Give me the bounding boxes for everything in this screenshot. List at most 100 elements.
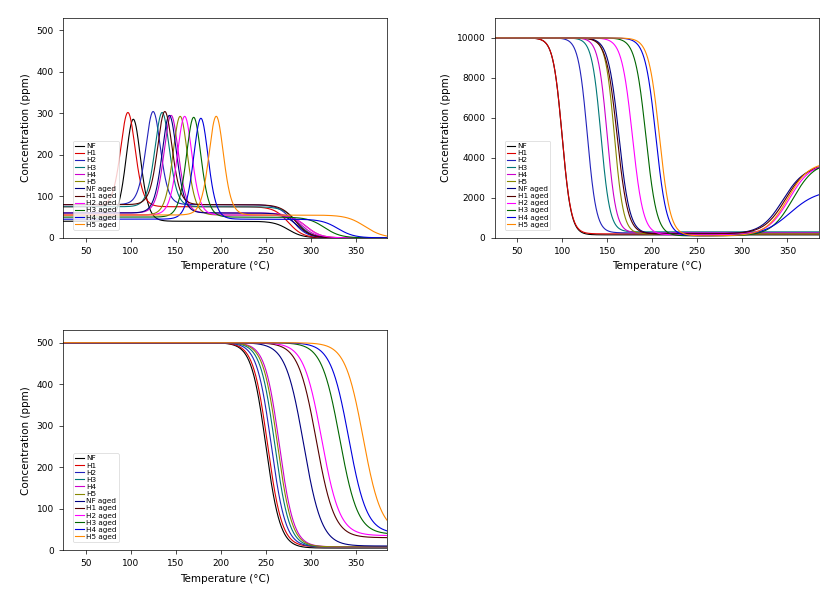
H5 aged [304, 212, 314, 219]
H2 aged [769, 217, 780, 224]
H4 aged [255, 339, 265, 346]
H1 aged [247, 201, 257, 208]
H4 [509, 34, 519, 41]
H1 aged [246, 339, 256, 346]
H3 [265, 204, 276, 211]
H2 [78, 339, 88, 346]
Line: H3: H3 [63, 112, 387, 238]
H3 aged [189, 114, 199, 121]
H4 [265, 210, 276, 217]
NF aged [78, 339, 88, 346]
NF aged [736, 229, 746, 236]
H1 [509, 34, 519, 41]
H2 [678, 229, 688, 236]
H3 aged [490, 34, 500, 41]
H4 aged [382, 234, 392, 242]
NF [304, 544, 314, 551]
NF aged [255, 209, 265, 216]
Line: NF aged: NF aged [495, 38, 819, 234]
H5 [686, 230, 696, 237]
NF aged [696, 230, 706, 237]
H2 aged [265, 212, 276, 219]
H2 [304, 542, 314, 550]
NF [265, 219, 276, 226]
H3 [78, 203, 88, 210]
Line: H4 aged: H4 aged [63, 118, 387, 238]
H3 [736, 228, 746, 236]
NF aged [675, 230, 685, 237]
NF [338, 234, 348, 242]
H4 aged [265, 216, 276, 223]
Y-axis label: Concentration (ppm): Concentration (ppm) [21, 386, 31, 495]
NF [129, 115, 139, 123]
H3 aged [265, 213, 276, 221]
H3 [78, 339, 88, 346]
H3 [58, 203, 68, 210]
H1 aged [696, 230, 706, 237]
H2 [246, 352, 256, 359]
H2 [686, 229, 696, 236]
NF [304, 233, 314, 240]
H4 aged [78, 339, 88, 346]
H5 [338, 234, 348, 242]
H2 [338, 543, 348, 550]
H5 [795, 230, 805, 237]
H5 aged [78, 339, 88, 346]
H5 aged [814, 162, 824, 169]
H1 aged [382, 534, 392, 541]
Line: H2 aged: H2 aged [63, 343, 387, 535]
H2 [382, 543, 392, 550]
H2 [490, 34, 500, 41]
H4 [338, 543, 348, 550]
H2 aged [255, 339, 265, 346]
H4 aged [490, 34, 500, 41]
H5 [338, 543, 348, 550]
H1 [255, 204, 265, 211]
H4 aged [338, 402, 348, 410]
H1 [304, 233, 314, 240]
H1 [736, 230, 746, 237]
H1 [338, 234, 348, 242]
NF aged [58, 209, 68, 216]
Line: H1 aged: H1 aged [63, 343, 387, 538]
H5 aged [686, 232, 696, 239]
H2 [768, 229, 778, 236]
H3 [696, 228, 706, 236]
NF aged [265, 210, 276, 217]
H3 [255, 203, 265, 210]
NF aged [247, 209, 257, 216]
Line: H1: H1 [495, 38, 819, 234]
H3 aged [338, 449, 348, 456]
H1 [265, 206, 276, 213]
H4 [265, 382, 275, 389]
H1 aged [304, 230, 314, 237]
Line: H5: H5 [495, 38, 819, 234]
H4 aged [304, 341, 314, 349]
H1 [382, 234, 392, 242]
H4 [338, 234, 348, 242]
H2 [58, 339, 68, 346]
H1 aged [78, 201, 88, 208]
NF [58, 339, 68, 346]
NF [509, 34, 519, 41]
H2 [265, 203, 276, 210]
H4 [255, 209, 265, 216]
NF [382, 234, 392, 242]
H1 [696, 230, 706, 237]
H1 [58, 203, 68, 210]
H3 aged [509, 34, 519, 41]
NF aged [509, 34, 519, 41]
Line: H3: H3 [495, 38, 819, 232]
H4 aged [698, 232, 708, 239]
H5 [814, 230, 824, 237]
H1 aged [338, 234, 348, 242]
H4 aged [196, 115, 206, 122]
NF aged [246, 340, 256, 347]
Line: H2: H2 [63, 343, 387, 547]
H4 aged [78, 216, 88, 223]
Line: NF: NF [495, 38, 819, 235]
H2 aged [382, 532, 392, 539]
H3 aged [696, 232, 706, 239]
Line: H4: H4 [63, 115, 387, 238]
H3 [814, 228, 824, 236]
